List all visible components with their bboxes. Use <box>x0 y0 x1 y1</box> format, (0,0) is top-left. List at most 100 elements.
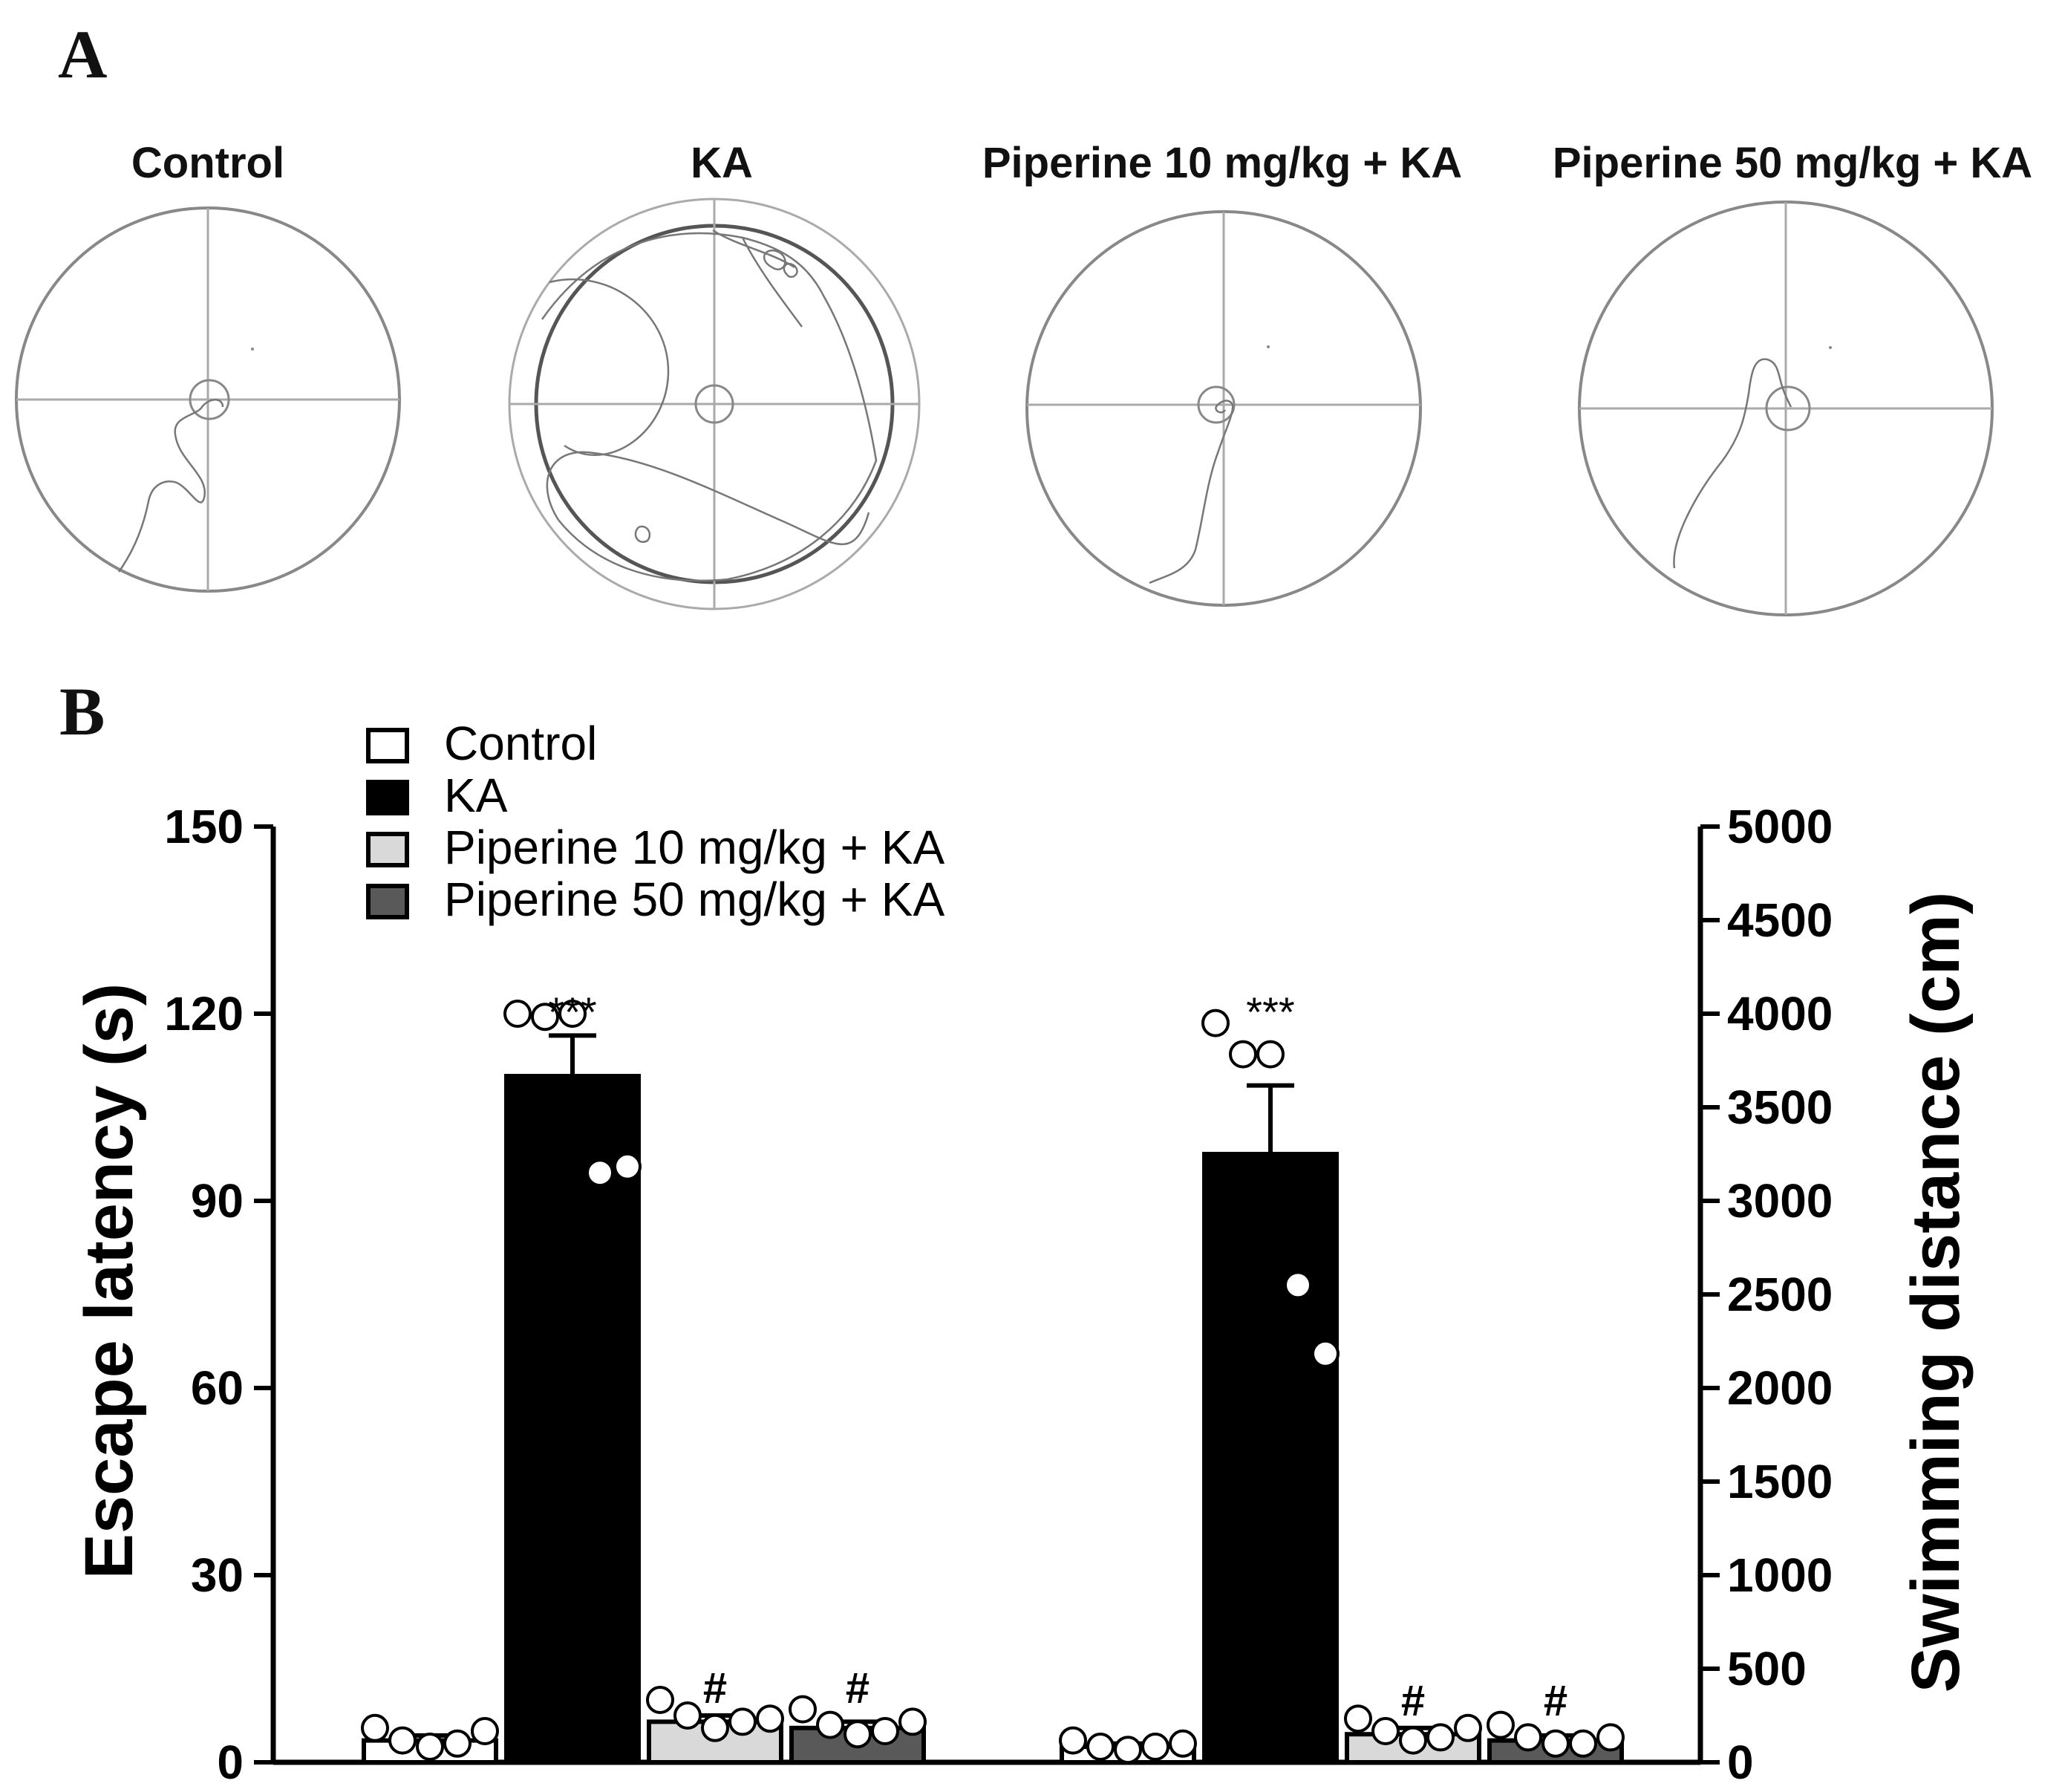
left-tick-label: 0 <box>217 1736 244 1789</box>
data-point <box>1399 1726 1427 1755</box>
bars <box>362 1074 1624 1765</box>
bar <box>1202 1152 1339 1765</box>
data-point <box>1201 1009 1230 1037</box>
data-point <box>1114 1736 1142 1765</box>
data-point <box>1256 1040 1285 1069</box>
data-point <box>1086 1733 1115 1761</box>
legend-swatch <box>366 884 409 919</box>
data-point <box>1229 1040 1257 1069</box>
data-point <box>898 1707 927 1736</box>
panel-a-label: A <box>58 16 108 92</box>
swim-path <box>1149 400 1234 584</box>
data-point <box>1371 1717 1400 1745</box>
data-point <box>1141 1733 1169 1761</box>
right-tick-label: 2500 <box>1727 1268 1833 1321</box>
right-tick-label: 500 <box>1727 1642 1807 1695</box>
swim-path-loops <box>634 250 798 543</box>
legend-label: Control <box>444 717 597 770</box>
data-point <box>531 1003 559 1032</box>
right-tick-label: 3000 <box>1727 1174 1833 1228</box>
right-ticks: 0 500 1000 1500 2000 2500 3000 3500 4000 4500 5000 <box>1700 800 1833 1789</box>
data-point <box>1569 1729 1597 1758</box>
right-tick-label: 3500 <box>1727 1081 1833 1134</box>
maze-title-ka: KA <box>691 139 753 187</box>
significance-mark: # <box>1401 1677 1425 1725</box>
swim-path <box>117 399 224 573</box>
significance-mark: *** <box>1246 988 1294 1035</box>
data-point <box>1426 1723 1455 1752</box>
data-point <box>388 1726 417 1755</box>
maze-pip10 <box>1025 210 1422 607</box>
significance-mark: # <box>703 1664 727 1713</box>
y-axis-label-right: Swimming distance (cm) <box>1898 892 1974 1693</box>
left-tick-label: 30 <box>191 1548 244 1602</box>
significance-marks: *** *** # # # # <box>548 988 1567 1725</box>
left-tick-label: 90 <box>191 1174 244 1228</box>
legend-swatch <box>366 728 409 763</box>
data-point <box>1541 1729 1570 1758</box>
left-tick-label: 150 <box>164 800 244 853</box>
maze-ka <box>508 198 921 610</box>
data-point <box>503 1000 532 1028</box>
right-tick-label: 2000 <box>1727 1361 1833 1415</box>
maze-traces <box>15 198 1994 616</box>
maze-control <box>15 206 401 593</box>
data-point <box>1284 1271 1312 1300</box>
significance-mark: # <box>1544 1677 1567 1725</box>
data-point <box>1596 1723 1625 1752</box>
start-dot <box>1829 346 1832 349</box>
maze-title-pip50: Piperine 50 mg/kg + KA <box>1552 139 2033 187</box>
bar <box>504 1074 641 1765</box>
left-tick-label: 60 <box>191 1361 244 1415</box>
left-tick-label: 120 <box>164 987 244 1040</box>
right-tick-label: 0 <box>1727 1736 1754 1789</box>
data-points <box>361 1000 1625 1765</box>
left-ticks: 0 30 60 90 120 150 <box>164 800 273 1789</box>
legend-swatch <box>366 780 409 815</box>
data-point <box>673 1701 702 1730</box>
legend-label: KA <box>444 769 508 822</box>
significance-mark: # <box>846 1664 870 1713</box>
right-tick-label: 4000 <box>1727 987 1833 1040</box>
maze-title-control: Control <box>131 139 285 187</box>
data-point <box>1454 1713 1482 1742</box>
data-point <box>443 1729 472 1758</box>
data-point <box>1311 1339 1340 1368</box>
platform <box>1765 385 1811 431</box>
maze-pip50 <box>1578 201 1994 616</box>
maze-title-pip10: Piperine 10 mg/kg + KA <box>982 139 1463 187</box>
data-point <box>816 1710 844 1739</box>
data-point <box>471 1717 499 1745</box>
platform <box>1197 385 1236 424</box>
data-point <box>1514 1723 1542 1752</box>
data-point <box>613 1152 642 1181</box>
start-dot <box>1267 345 1270 348</box>
data-point <box>586 1159 614 1187</box>
data-point <box>728 1707 757 1736</box>
start-dot <box>251 348 254 351</box>
significance-mark: *** <box>548 988 596 1035</box>
data-point <box>789 1695 817 1724</box>
data-point <box>756 1704 784 1733</box>
panel-b-label: B <box>59 674 105 749</box>
right-tick-label: 4500 <box>1727 893 1833 947</box>
data-point <box>871 1717 899 1745</box>
legend-label: Piperine 50 mg/kg + KA <box>444 873 944 926</box>
data-point <box>416 1733 444 1761</box>
data-point <box>844 1720 872 1749</box>
y-axis-label-left: Escape latency (s) <box>71 983 147 1580</box>
data-point <box>361 1713 389 1742</box>
data-point <box>646 1686 674 1714</box>
platform <box>694 384 734 424</box>
swim-path <box>1673 358 1792 569</box>
right-tick-label: 1000 <box>1727 1548 1833 1602</box>
data-point <box>1344 1704 1372 1733</box>
data-point <box>1059 1726 1087 1755</box>
right-tick-label: 5000 <box>1727 800 1833 853</box>
right-tick-label: 1500 <box>1727 1455 1833 1508</box>
swim-path <box>541 229 878 582</box>
data-point <box>1169 1729 1197 1758</box>
